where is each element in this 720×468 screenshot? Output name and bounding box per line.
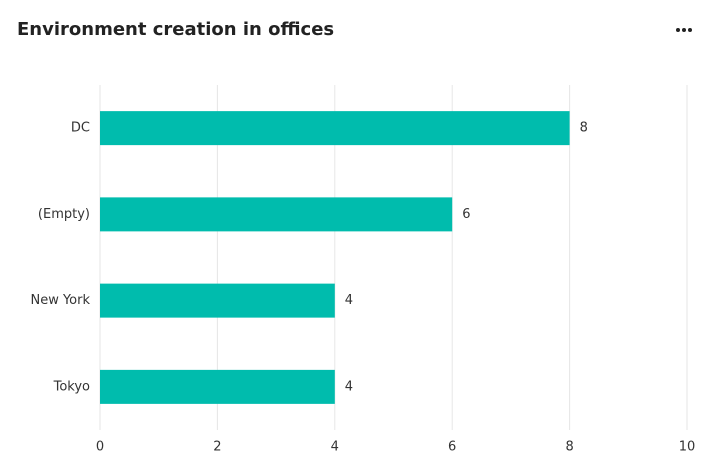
x-tick-label: 10 [679,440,696,455]
y-tick-label: (Empty) [38,207,90,222]
chart-title: Environment creation in offices [17,19,334,40]
x-tick-label: 4 [331,440,339,455]
y-tick-label: New York [30,293,90,308]
data-label: 4 [345,293,353,308]
more-menu[interactable] [676,28,692,32]
x-tick-label: 6 [448,440,456,455]
y-tick-label: DC [71,121,90,136]
y-tick-label: Tokyo [53,379,90,394]
x-tick-label: 2 [213,440,221,455]
bar [100,369,335,404]
data-label: 4 [345,379,353,394]
x-tick-label: 0 [96,440,104,455]
data-label: 8 [580,121,588,136]
bar [100,283,335,318]
data-label: 6 [462,207,470,222]
bar [100,197,453,232]
bar [100,111,570,146]
x-tick-label: 8 [565,440,573,455]
